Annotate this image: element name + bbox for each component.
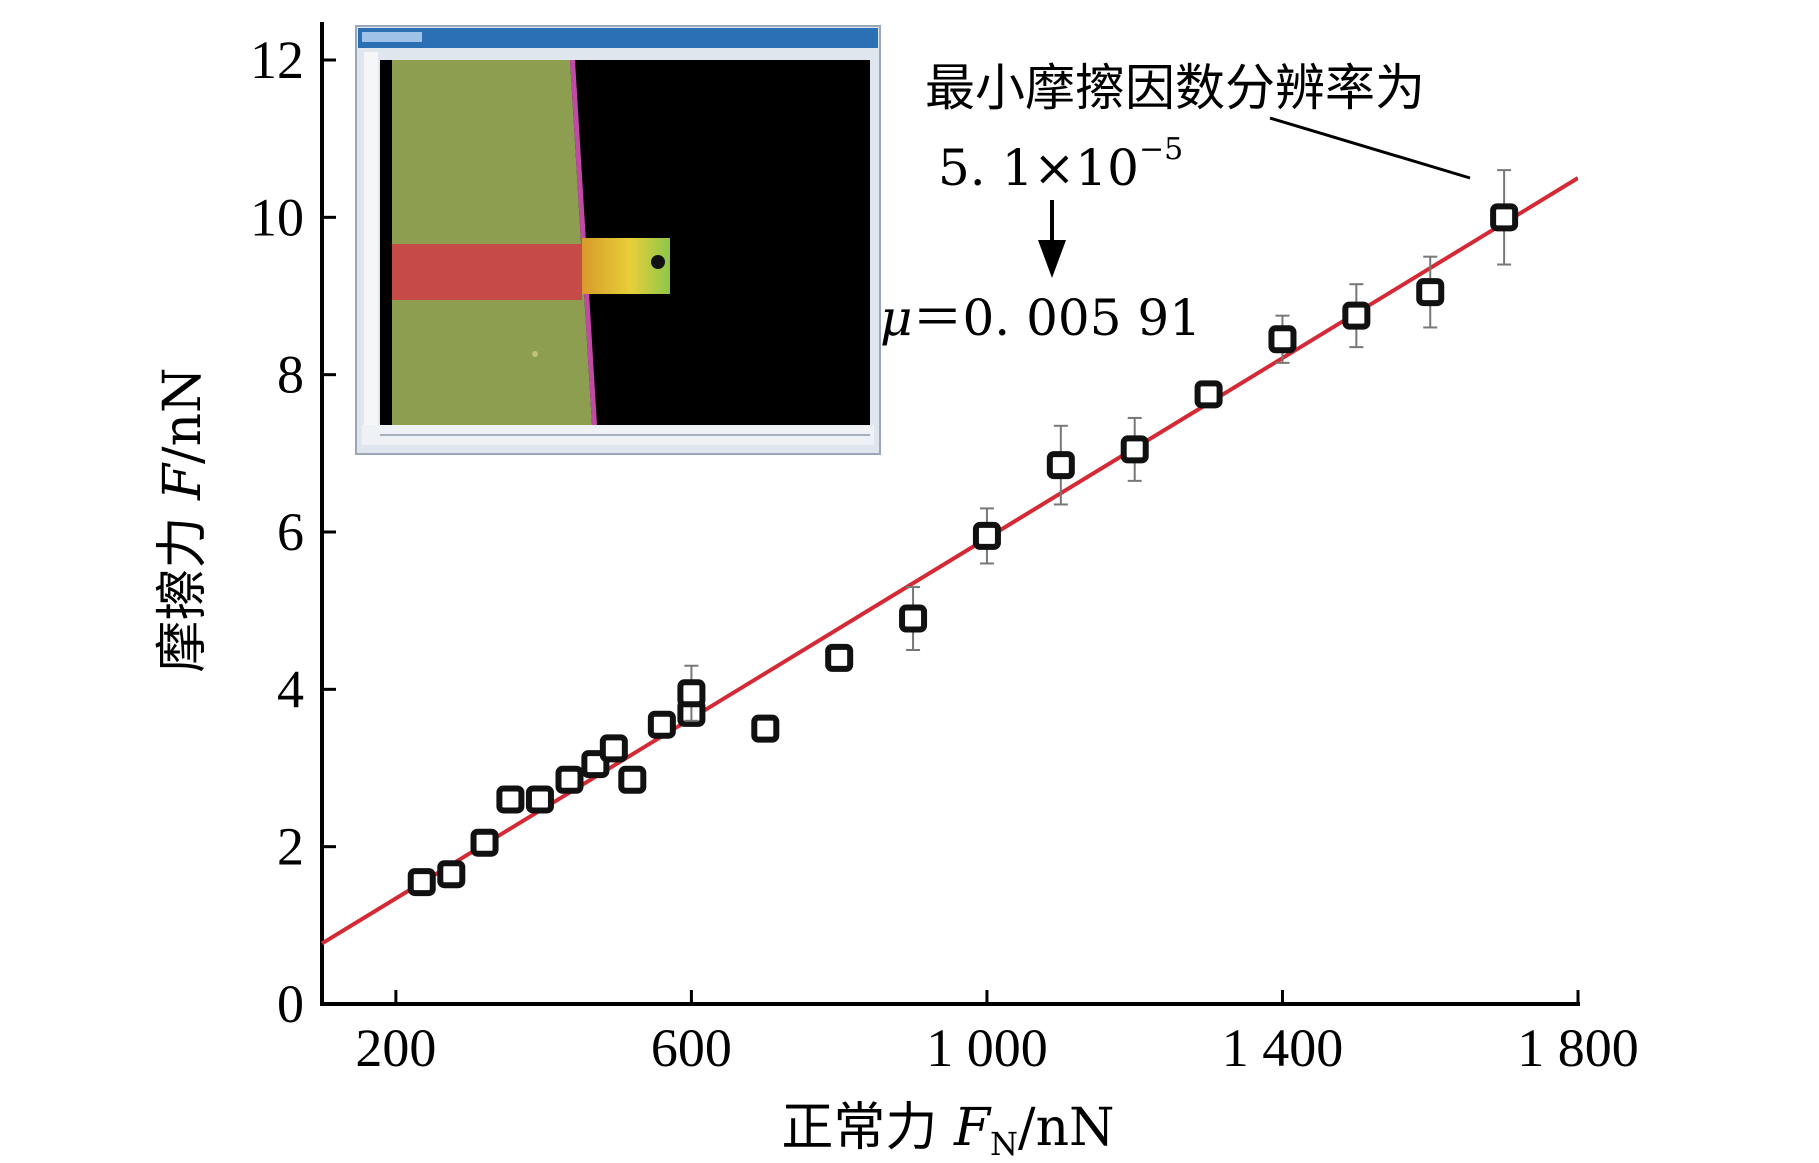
data-point	[407, 868, 436, 897]
data-point	[525, 785, 554, 814]
data-point	[751, 714, 780, 743]
y-tick-label: 4	[277, 659, 304, 719]
points-layer	[407, 169, 1519, 897]
y-axis-title: 摩擦力 F/nN	[153, 367, 213, 672]
mu-label: μ＝0. 005 91	[880, 289, 1201, 347]
x-axis-title: 正常力 FN/nN	[781, 1098, 1114, 1163]
y-tick-label: 2	[277, 817, 304, 877]
down-arrow-head	[1038, 240, 1066, 278]
resolution-value-base: 5. 1×10	[938, 139, 1139, 197]
x-tick-label: 600	[651, 1018, 732, 1078]
data-point	[825, 643, 854, 672]
data-point	[1268, 325, 1297, 354]
y-axis-title-unit: /nN	[153, 367, 213, 464]
axes	[320, 22, 1580, 1006]
data-point	[677, 679, 706, 708]
y-tick-label: 10	[250, 187, 304, 247]
x-axis-title-main: 正常力	[781, 1098, 954, 1158]
resolution-value: 5. 1×10−5	[938, 132, 1183, 197]
data-point	[1194, 380, 1223, 409]
data-point	[599, 734, 628, 763]
data-point	[899, 604, 928, 633]
y-tick-label: 0	[277, 974, 304, 1034]
y-tick-label: 12	[250, 30, 304, 90]
x-axis-title-unit: /nN	[1018, 1098, 1115, 1158]
data-point	[1046, 451, 1075, 480]
annotations: 最小摩擦因数分辨率为 5. 1×10−5 μ＝0. 005 91	[880, 59, 1471, 347]
x-tick-label: 1 000	[926, 1018, 1048, 1078]
data-point	[555, 765, 584, 794]
mu-symbol: μ	[880, 289, 913, 347]
y-axis-title-var: F	[153, 462, 213, 501]
x-axis-title-var: F	[953, 1098, 992, 1158]
data-point	[618, 765, 647, 794]
data-point	[972, 521, 1001, 550]
data-point	[470, 828, 499, 857]
resolution-label: 最小摩擦因数分辨率为	[925, 59, 1425, 117]
data-point	[647, 710, 676, 739]
y-axis-title-main: 摩擦力	[153, 500, 213, 673]
x-tick-label: 1 400	[1222, 1018, 1344, 1078]
x-axis-title-sub: N	[990, 1125, 1018, 1163]
y-tick-label: 8	[277, 345, 304, 405]
resolution-value-exp: −5	[1139, 132, 1183, 167]
x-tick-label: 1 800	[1517, 1018, 1639, 1078]
data-point	[1490, 203, 1519, 232]
data-point	[1416, 278, 1445, 307]
data-point	[437, 860, 466, 889]
data-point	[1342, 301, 1371, 330]
data-point	[496, 785, 525, 814]
y-tick-label: 6	[277, 502, 304, 562]
ticks: 200 600 1 000 1 400 1 800 0 2 4 6 8 10 12	[250, 30, 1639, 1078]
mu-value: ＝0. 005 91	[913, 289, 1202, 347]
x-tick-label: 200	[355, 1018, 436, 1078]
resolution-leader-line	[1269, 116, 1471, 180]
inset-micrograph	[355, 25, 881, 455]
data-point	[1120, 435, 1149, 464]
